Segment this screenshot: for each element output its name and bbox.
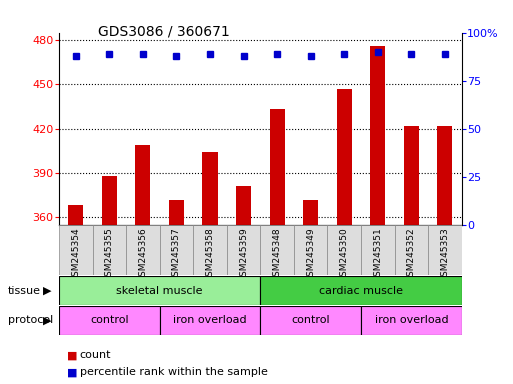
FancyBboxPatch shape [361,225,394,275]
Text: ▶: ▶ [43,315,51,326]
Text: ■: ■ [67,350,77,360]
Bar [135,145,150,225]
FancyBboxPatch shape [294,225,327,275]
Bar [303,200,318,225]
Text: GSM245357: GSM245357 [172,227,181,282]
Bar [438,126,452,225]
Text: GSM245353: GSM245353 [441,227,449,282]
FancyBboxPatch shape [260,306,361,335]
FancyBboxPatch shape [59,225,92,275]
Text: GSM245355: GSM245355 [105,227,114,282]
Text: GSM245354: GSM245354 [71,227,80,282]
FancyBboxPatch shape [327,225,361,275]
Text: GSM245356: GSM245356 [139,227,147,282]
Text: cardiac muscle: cardiac muscle [319,286,403,296]
FancyBboxPatch shape [160,225,193,275]
Text: control: control [291,315,330,326]
Text: GSM245348: GSM245348 [272,227,282,282]
Text: protocol: protocol [8,315,53,326]
FancyBboxPatch shape [160,306,260,335]
Bar [68,205,83,225]
FancyBboxPatch shape [227,225,260,275]
Bar [236,186,251,225]
Bar [370,46,385,225]
FancyBboxPatch shape [59,306,160,335]
Text: ■: ■ [67,367,77,377]
Text: GSM245350: GSM245350 [340,227,349,282]
Bar [404,126,419,225]
FancyBboxPatch shape [361,306,462,335]
Text: percentile rank within the sample: percentile rank within the sample [80,367,267,377]
Text: control: control [90,315,129,326]
Text: ▶: ▶ [43,286,51,296]
Bar [269,109,285,225]
Bar [169,200,184,225]
Text: skeletal muscle: skeletal muscle [116,286,203,296]
Bar [337,89,352,225]
Text: GSM245351: GSM245351 [373,227,382,282]
Bar [203,152,218,225]
Text: GDS3086 / 360671: GDS3086 / 360671 [98,25,230,39]
Text: iron overload: iron overload [173,315,247,326]
Text: GSM245349: GSM245349 [306,227,315,282]
Text: tissue: tissue [8,286,41,296]
Text: GSM245358: GSM245358 [206,227,214,282]
Text: count: count [80,350,111,360]
FancyBboxPatch shape [428,225,462,275]
Text: iron overload: iron overload [374,315,448,326]
Text: GSM245352: GSM245352 [407,227,416,282]
FancyBboxPatch shape [260,276,462,305]
FancyBboxPatch shape [126,225,160,275]
FancyBboxPatch shape [394,225,428,275]
FancyBboxPatch shape [59,276,260,305]
Bar [102,176,117,225]
FancyBboxPatch shape [260,225,294,275]
FancyBboxPatch shape [92,225,126,275]
FancyBboxPatch shape [193,225,227,275]
Text: GSM245359: GSM245359 [239,227,248,282]
